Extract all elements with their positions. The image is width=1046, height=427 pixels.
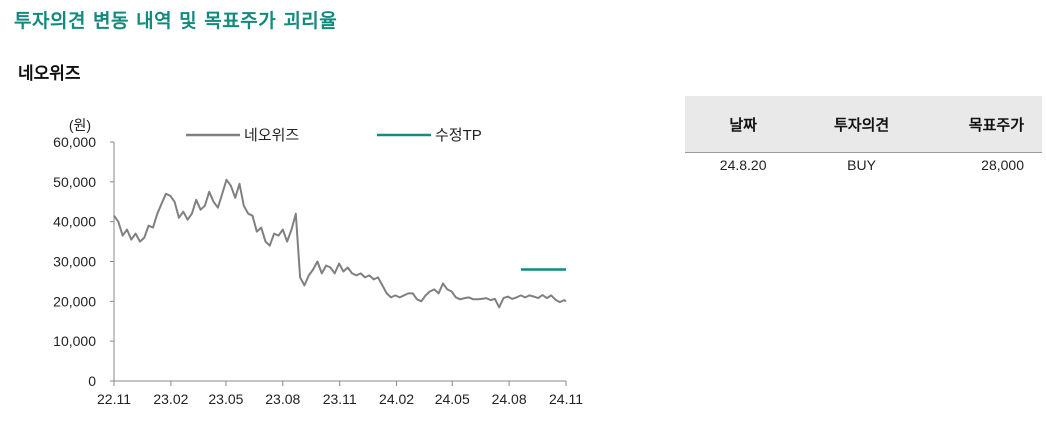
x-tick-label: 24.05 — [435, 391, 470, 407]
opinion-table-header: 날짜 투자의견 목표주가 — [685, 96, 1042, 153]
opinion-table: 날짜 투자의견 목표주가 24.8.20 BUY 28,000 — [685, 96, 1042, 177]
y-tick-label: 0 — [88, 373, 96, 389]
row-date: 24.8.20 — [719, 157, 767, 173]
x-tick-label: 24.08 — [492, 391, 527, 407]
legend-label: 네오위즈 — [244, 127, 299, 144]
row-target-price: 28,000 — [981, 157, 1024, 173]
x-tick-label: 23.11 — [323, 391, 357, 407]
header-opinion: 투자의견 — [801, 96, 922, 153]
legend-label: 수정TP — [435, 127, 482, 144]
stock-name: 네오위즈 — [18, 64, 81, 84]
chart-legend: 네오위즈 수정TP — [186, 127, 482, 144]
table-row: 24.8.20 BUY 28,000 — [685, 153, 1042, 178]
y-tick-label: 20,000 — [53, 293, 96, 309]
x-tick-label: 24.11 — [549, 391, 583, 407]
y-axis-unit-label: (원) — [69, 117, 91, 133]
price-series-line — [113, 178, 567, 309]
y-tick-label: 60,000 — [53, 134, 96, 150]
series-layer — [113, 178, 567, 309]
y-axis-ticks: 0 10,000 20,000 30,000 40,000 50,000 60,000 — [53, 134, 114, 389]
page-title: 투자의견 변동 내역 및 목표주가 괴리율 — [14, 10, 338, 32]
x-tick-label: 23.08 — [265, 391, 300, 407]
y-tick-label: 40,000 — [53, 214, 96, 230]
x-tick-label: 24.02 — [379, 391, 414, 407]
y-tick-label: 50,000 — [53, 174, 96, 190]
row-opinion: BUY — [847, 157, 876, 173]
x-axis-ticks: 22.11 23.02 23.05 23.08 23.11 24.02 24.05 24.08… — [97, 381, 583, 407]
y-tick-label: 30,000 — [53, 254, 96, 270]
y-tick-label: 10,000 — [53, 333, 96, 349]
header-date: 날짜 — [685, 96, 802, 153]
x-tick-label: 23.05 — [208, 391, 243, 407]
x-tick-label: 22.11 — [97, 391, 131, 407]
header-target-price: 목표주가 — [921, 96, 1042, 153]
price-chart: 네오위즈 수정TP (원) 0 10,000 20,000 30,000 40,000 50… — [53, 117, 583, 407]
x-tick-label: 23.02 — [153, 391, 188, 407]
